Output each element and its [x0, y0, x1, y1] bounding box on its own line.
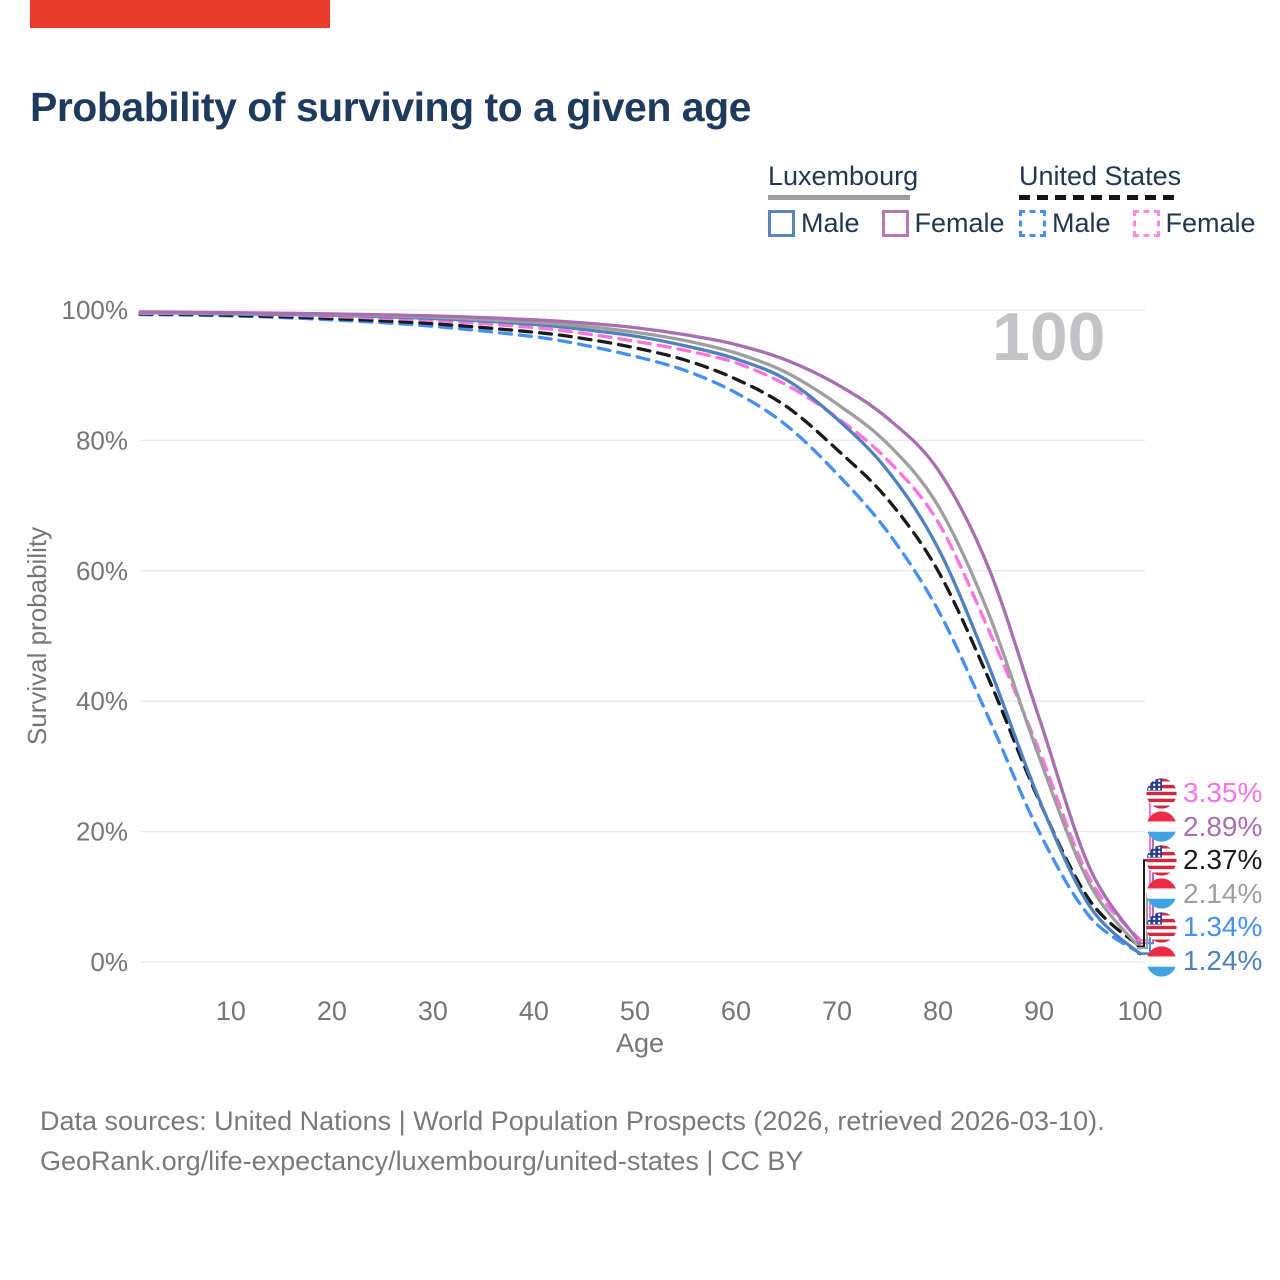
end-label-value: 1.34%: [1183, 911, 1263, 943]
svg-text:30: 30: [418, 996, 448, 1026]
end-label-us-134: 1.34%: [1146, 911, 1262, 943]
end-label-value: 2.89%: [1183, 810, 1263, 842]
united-states-female-curve[interactable]: [138, 311, 1142, 942]
y-axis-label: Survival probability: [22, 527, 52, 745]
svg-text:90: 90: [1024, 996, 1054, 1026]
svg-text:0%: 0%: [90, 947, 128, 977]
svg-text:60%: 60%: [76, 556, 128, 586]
gridlines: [140, 309, 1145, 963]
legend-label: Female: [914, 208, 1005, 238]
end-label-lu-124: 1.24%: [1146, 945, 1262, 977]
end-label-value: 2.37%: [1183, 844, 1263, 876]
legend-title-united-states[interactable]: United States: [1019, 161, 1182, 191]
svg-text:60: 60: [721, 996, 751, 1026]
legend-title-luxembourg[interactable]: Luxembourg: [768, 161, 919, 191]
legend-label: Male: [801, 208, 860, 238]
data-sources-line: Data sources: United Nations | World Pop…: [40, 1106, 1105, 1136]
attribution-line: GeoRank.org/life-expectancy/luxembourg/u…: [40, 1146, 804, 1176]
chart-title: Probability of surviving to a given age: [30, 84, 751, 130]
legend-label: Male: [1052, 208, 1111, 238]
age-watermark: 100: [992, 299, 1106, 375]
y-axis-ticks: 0% 20% 40% 60% 80% 100%: [62, 295, 129, 977]
luxembourg-flag-icon: [1146, 945, 1177, 977]
survival-probability-chart: 0% 20% 40% 60% 80% 100% 10 20 30 40 50 60 70 80 90 100 A…: [22, 295, 1163, 1058]
svg-text:80: 80: [923, 996, 953, 1026]
svg-text:50: 50: [620, 996, 650, 1026]
legend-item-united-states-female[interactable]: Female: [1132, 208, 1256, 239]
svg-text:80%: 80%: [76, 425, 128, 455]
svg-text:10: 10: [216, 996, 246, 1026]
united-states-male-checkbox-icon[interactable]: [1019, 210, 1046, 237]
us-flag-icon: [1146, 912, 1177, 943]
united-states-male-curve[interactable]: [138, 312, 1142, 955]
x-axis-label: Age: [616, 1028, 664, 1058]
legend-group-luxembourg: Luxembourg Male Female: [768, 161, 1005, 239]
end-label-lu-289: 2.89%: [1146, 811, 1262, 843]
svg-text:100%: 100%: [62, 295, 129, 325]
legend-label: Female: [1165, 208, 1256, 238]
luxembourg-female-checkbox-icon[interactable]: [881, 210, 909, 237]
legend-item-united-states-male[interactable]: Male: [1019, 208, 1111, 239]
legend-group-united-states: United States Male Female: [1019, 161, 1256, 239]
end-label-value: 3.35%: [1183, 777, 1263, 808]
united-states-total-line-sample: [1019, 195, 1176, 200]
x-axis-ticks: 10 20 30 40 50 60 70 80 90 100: [216, 996, 1163, 1026]
legend-item-luxembourg-male[interactable]: Male: [768, 208, 860, 239]
svg-text:20%: 20%: [76, 817, 128, 847]
united-states-curve[interactable]: [138, 312, 1142, 949]
svg-text:40%: 40%: [76, 686, 128, 716]
end-label-lu-214: 2.14%: [1146, 878, 1262, 910]
luxembourg-female-curve[interactable]: [138, 310, 1142, 945]
svg-text:100: 100: [1117, 996, 1162, 1026]
us-flag-icon: [1146, 845, 1177, 876]
luxembourg-male-checkbox-icon[interactable]: [768, 210, 795, 237]
svg-text:70: 70: [822, 996, 852, 1026]
svg-text:20: 20: [317, 996, 347, 1026]
legend-item-luxembourg-female[interactable]: Female: [881, 208, 1005, 239]
end-label-value: 2.14%: [1183, 877, 1263, 909]
end-label-value: 1.24%: [1183, 945, 1263, 976]
us-flag-icon: [1146, 777, 1177, 809]
luxembourg-flag-icon: [1146, 811, 1177, 842]
luxembourg-flag-icon: [1146, 878, 1177, 909]
luxembourg-total-line-sample: [768, 195, 910, 200]
svg-text:40: 40: [519, 996, 549, 1026]
end-label-us-237: 2.37%: [1146, 844, 1262, 876]
united-states-female-checkbox-icon[interactable]: [1132, 210, 1160, 237]
end-label-us-335: 3.35%: [1146, 777, 1262, 809]
redaction-banner: [30, 0, 330, 28]
